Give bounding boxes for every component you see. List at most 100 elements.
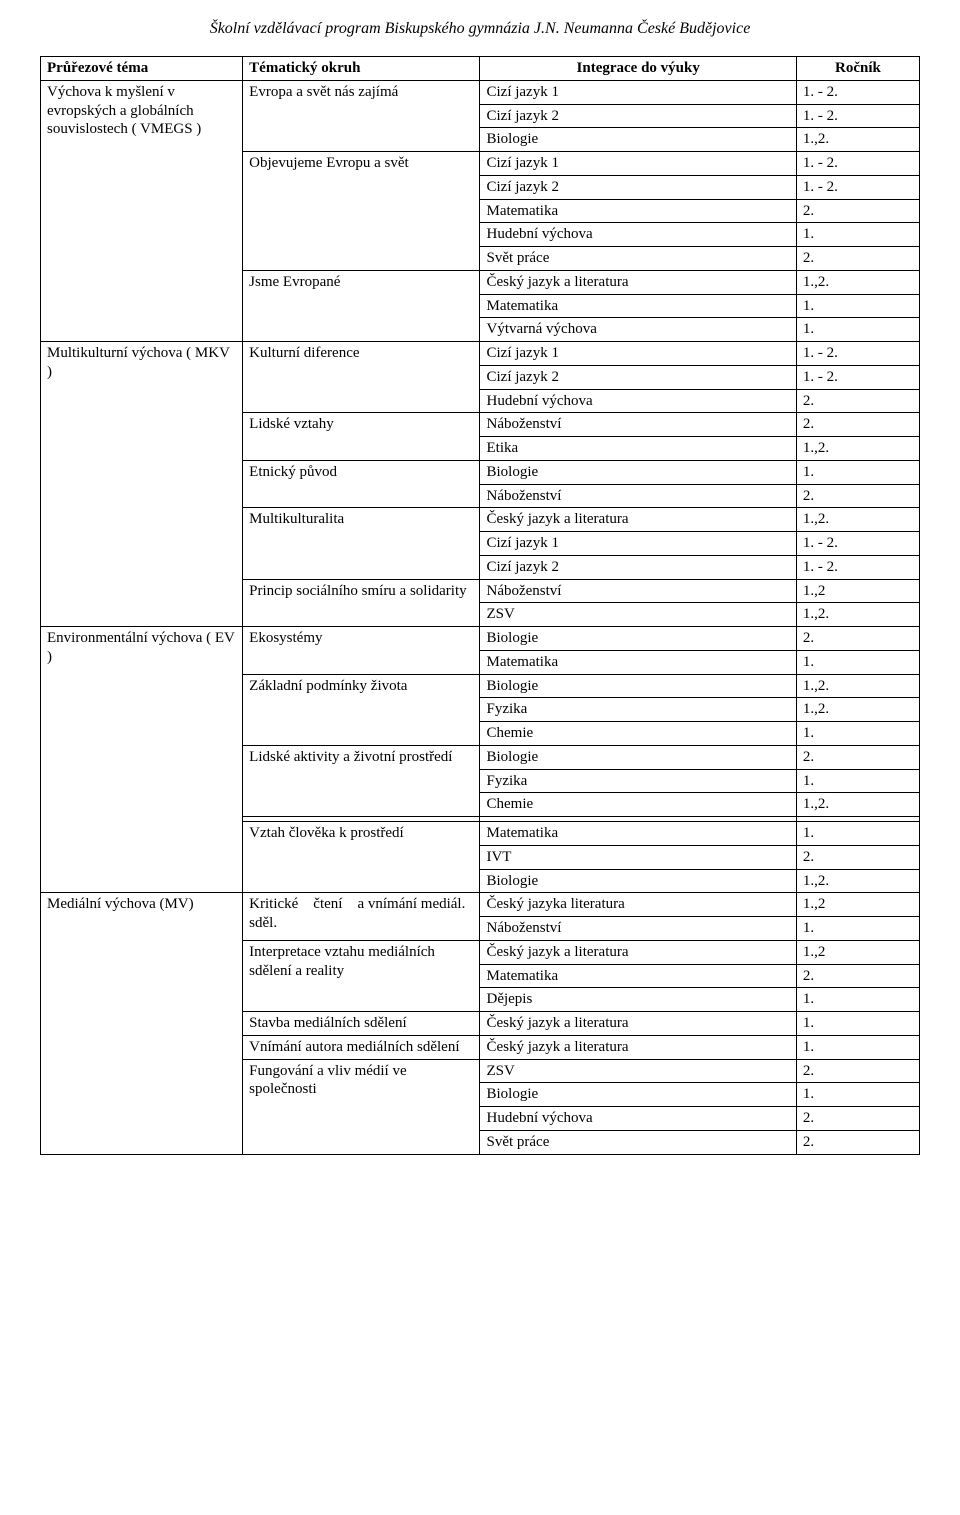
subject-cell: Cizí jazyk 1 xyxy=(480,80,796,104)
year-cell: 1. - 2. xyxy=(796,342,919,366)
subject-cell: Cizí jazyk 2 xyxy=(480,555,796,579)
topic-cell: Interpretace vztahu mediálních sdělení a… xyxy=(243,940,480,1011)
subject-cell: Biologie xyxy=(480,460,796,484)
year-cell: 1. - 2. xyxy=(796,80,919,104)
subject-cell: Matematika xyxy=(480,822,796,846)
table-row: Environmentální výchova ( EV )Ekosystémy… xyxy=(41,627,920,651)
year-cell: 2. xyxy=(796,627,919,651)
year-cell: 1.,2. xyxy=(796,128,919,152)
subject-cell: Český jazyk a literatura xyxy=(480,940,796,964)
year-cell: 1. - 2. xyxy=(796,104,919,128)
subject-cell: Biologie xyxy=(480,745,796,769)
subject-cell: Chemie xyxy=(480,793,796,817)
topic-cell: Jsme Evropané xyxy=(243,270,480,341)
year-cell: 1.,2 xyxy=(796,893,919,917)
topic-cell: Vztah člověka k prostředí xyxy=(243,822,480,893)
year-cell: 1. xyxy=(796,1035,919,1059)
year-cell: 1. - 2. xyxy=(796,175,919,199)
theme-cell: Multikulturní výchova ( MKV ) xyxy=(41,342,243,627)
year-cell: 1.,2. xyxy=(796,674,919,698)
subject-cell: Biologie xyxy=(480,128,796,152)
subject-cell: Náboženství xyxy=(480,917,796,941)
subject-cell: Český jazyk a literatura xyxy=(480,508,796,532)
topic-cell: Vnímání autora mediálních sdělení xyxy=(243,1035,480,1059)
table-row: Multikulturní výchova ( MKV )Kulturní di… xyxy=(41,342,920,366)
topic-cell: Multikulturalita xyxy=(243,508,480,579)
topic-cell: Evropa a svět nás zajímá xyxy=(243,80,480,151)
subject-cell: IVT xyxy=(480,845,796,869)
subject-cell: Matematika xyxy=(480,650,796,674)
year-cell: 1. xyxy=(796,917,919,941)
topic-cell: Fungování a vliv médií ve společnosti xyxy=(243,1059,480,1154)
subject-cell: Český jazyk a literatura xyxy=(480,1035,796,1059)
year-cell: 2. xyxy=(796,413,919,437)
year-cell: 2. xyxy=(796,484,919,508)
theme-cell: Výchova k myšlení v evropských a globáln… xyxy=(41,80,243,341)
subject-cell: Biologie xyxy=(480,1083,796,1107)
year-cell: 2. xyxy=(796,1130,919,1154)
subject-cell: Cizí jazyk 2 xyxy=(480,365,796,389)
subject-cell: Biologie xyxy=(480,627,796,651)
year-cell: 1.,2. xyxy=(796,603,919,627)
year-cell: 2. xyxy=(796,745,919,769)
topic-cell: Objevujeme Evropu a svět xyxy=(243,152,480,271)
year-cell: 2. xyxy=(796,1107,919,1131)
year-cell: 1. xyxy=(796,988,919,1012)
subject-cell: Svět práce xyxy=(480,247,796,271)
subject-cell: Fyzika xyxy=(480,698,796,722)
topic-cell: Lidské aktivity a životní prostředí xyxy=(243,745,480,816)
year-cell: 1. - 2. xyxy=(796,152,919,176)
year-cell: 1. - 2. xyxy=(796,365,919,389)
year-cell: 2. xyxy=(796,964,919,988)
year-cell: 1. xyxy=(796,294,919,318)
subject-cell: Fyzika xyxy=(480,769,796,793)
year-cell: 1. xyxy=(796,822,919,846)
topic-cell: Kulturní diference xyxy=(243,342,480,413)
topic-cell: Kritické čtení a vnímání mediál. sděl. xyxy=(243,893,480,941)
year-cell: 1. xyxy=(796,722,919,746)
year-cell: 1.,2. xyxy=(796,437,919,461)
subject-cell: Hudební výchova xyxy=(480,1107,796,1131)
theme-cell: Environmentální výchova ( EV ) xyxy=(41,627,243,893)
subject-cell: Cizí jazyk 1 xyxy=(480,342,796,366)
table-row: Mediální výchova (MV)Kritické čtení a vn… xyxy=(41,893,920,917)
year-cell: 1.,2 xyxy=(796,940,919,964)
subject-cell: ZSV xyxy=(480,1059,796,1083)
subject-cell: Cizí jazyk 2 xyxy=(480,175,796,199)
subject-cell: Biologie xyxy=(480,674,796,698)
topic-cell: Stavba mediálních sdělení xyxy=(243,1012,480,1036)
year-cell: 1. xyxy=(796,318,919,342)
col-theme: Průřezové téma xyxy=(41,57,243,81)
subject-cell: Výtvarná výchova xyxy=(480,318,796,342)
subject-cell: Cizí jazyk 1 xyxy=(480,532,796,556)
year-cell: 2. xyxy=(796,845,919,869)
topic-cell: Ekosystémy xyxy=(243,627,480,675)
year-cell: 1. - 2. xyxy=(796,532,919,556)
year-cell: 1. - 2. xyxy=(796,555,919,579)
year-cell: 2. xyxy=(796,1059,919,1083)
topic-cell: Etnický původ xyxy=(243,460,480,508)
year-cell: 1. xyxy=(796,1083,919,1107)
subject-cell: Chemie xyxy=(480,722,796,746)
page: Školní vzdělávací program Biskupského gy… xyxy=(0,0,960,1195)
table-row: Výchova k myšlení v evropských a globáln… xyxy=(41,80,920,104)
topic-cell: Princip sociálního smíru a solidarity xyxy=(243,579,480,627)
year-cell: 1.,2. xyxy=(796,698,919,722)
subject-cell: Svět práce xyxy=(480,1130,796,1154)
subject-cell: Hudební výchova xyxy=(480,389,796,413)
subject-cell: Biologie xyxy=(480,869,796,893)
curriculum-table: Průřezové témaTématický okruhIntegrace d… xyxy=(40,56,920,1155)
subject-cell: Český jazyka literatura xyxy=(480,893,796,917)
subject-cell: Náboženství xyxy=(480,484,796,508)
subject-cell: Cizí jazyk 2 xyxy=(480,104,796,128)
year-cell: 2. xyxy=(796,247,919,271)
table-header-row: Průřezové témaTématický okruhIntegrace d… xyxy=(41,57,920,81)
page-title: Školní vzdělávací program Biskupského gy… xyxy=(40,20,920,38)
subject-cell: Náboženství xyxy=(480,413,796,437)
year-cell: 1.,2. xyxy=(796,869,919,893)
subject-cell: Náboženství xyxy=(480,579,796,603)
year-cell: 1.,2. xyxy=(796,793,919,817)
col-topic: Tématický okruh xyxy=(243,57,480,81)
subject-cell: Český jazyk a literatura xyxy=(480,270,796,294)
theme-cell: Mediální výchova (MV) xyxy=(41,893,243,1154)
